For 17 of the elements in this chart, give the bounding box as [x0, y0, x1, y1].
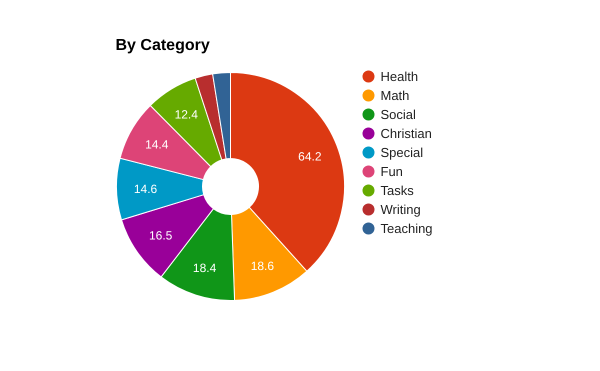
legend-label: Christian: [380, 126, 432, 141]
data-label: 14.4: [145, 138, 169, 152]
data-label: 16.5: [148, 228, 173, 242]
legend-label: Social: [380, 107, 416, 122]
data-label: 12.4: [174, 107, 198, 122]
legend-label: Health: [380, 69, 418, 84]
data-label: 14.6: [134, 182, 158, 196]
legend-label: Fun: [380, 164, 403, 179]
legend-label: Math: [380, 88, 410, 103]
legend-label: Tasks: [380, 183, 414, 198]
data-label: 18.4: [192, 260, 217, 275]
legend-label: Writing: [380, 202, 421, 217]
chart-title: By Category: [116, 37, 210, 54]
data-label: 64.2: [298, 150, 322, 164]
legend-label: Special: [380, 145, 424, 160]
legend-label: Teaching: [380, 221, 433, 236]
data-label: 18.6: [250, 258, 274, 273]
